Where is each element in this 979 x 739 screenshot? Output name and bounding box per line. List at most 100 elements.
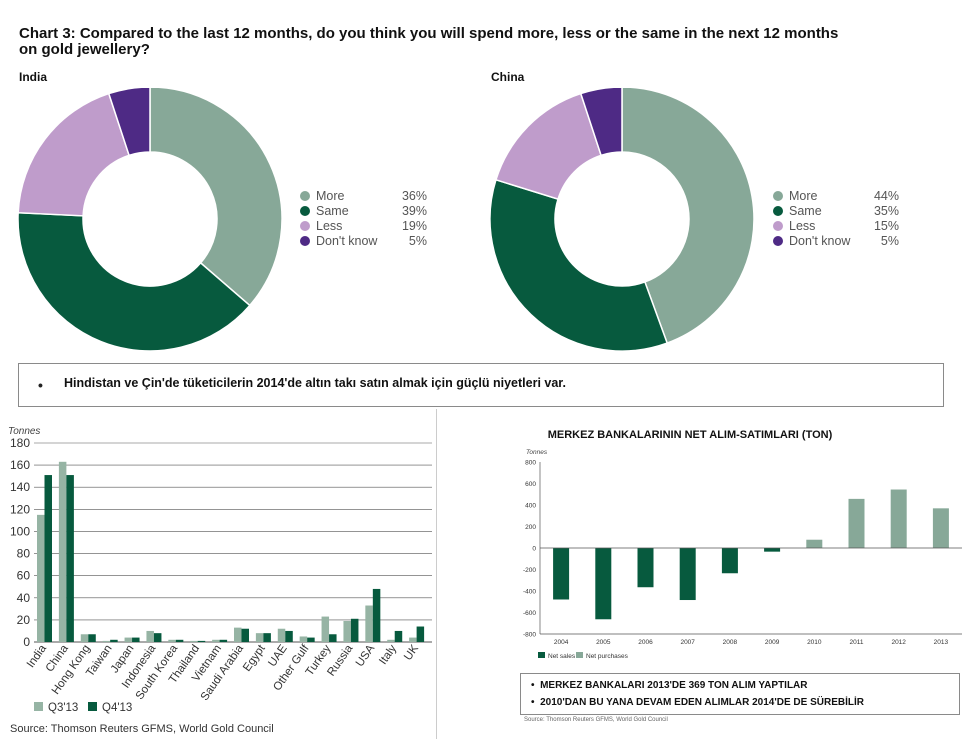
y-tick-label: -600 [523,610,536,617]
china-pie-title: China [491,70,525,84]
cb-bar-2006 [637,548,654,588]
bar-q3 [102,640,111,642]
bar-q3 [212,639,220,642]
x-tick-label: Italy [377,643,399,667]
bar-q3 [255,633,264,642]
y-tick-label: 0 [532,546,536,553]
legend-swatch [773,221,783,231]
note-bullet: • [38,377,43,393]
cb-bar-2008 [721,548,738,574]
bar-q4 [285,630,293,642]
jewellery-demand-bar-chart: Tonnes020406080100120140160180IndiaChina… [8,426,432,714]
cb-note-line1: • MERKEZ BANKALARI 2013'DE 369 TON ALIM … [531,680,808,691]
cb-source: Source: Thomson Reuters GFMS, World Gold… [524,717,668,723]
cb-chart-title: MERKEZ BANKALARININ NET ALIM-SATIMLARI (… [547,429,833,441]
bar-q4 [394,630,403,642]
china-legend-same: Same 35% [773,204,899,219]
pie-slice-dontknow [579,88,623,157]
pie-charts-svg [17,88,755,352]
x-tick-label: 2011 [850,639,864,646]
y-axis-label: Tonnes [526,449,548,456]
legend-label: Net purchases [586,653,629,660]
left-panel [0,409,437,739]
legend-swatch [576,652,583,658]
china-legend-more: More 44% [773,189,899,204]
bar-q4 [132,637,140,642]
summary-note-box: • Hindistan ve Çin'de tüketicilerin 2014… [18,363,944,407]
x-tick-label: USA [354,643,378,670]
bar-q4 [153,633,162,642]
bar-q4 [66,475,74,642]
y-tick-label: 600 [525,481,536,488]
bar-q4 [416,626,425,642]
india-legend-same: Same 39% [300,204,427,219]
legend-label: Q3'13 [48,702,78,714]
legend-swatch [88,702,97,711]
x-tick-label: 2010 [807,639,822,646]
legend-label: Q4'13 [102,702,132,714]
chart-title-line1: Chart 3: Compared to the last 12 months,… [19,25,839,42]
india-legend-more: More 36% [300,189,427,204]
y-tick-label: 160 [10,458,30,472]
bar-q3 [58,461,67,642]
bar-q3 [299,636,308,642]
bar-q4 [110,639,118,642]
bar-q4 [329,634,337,642]
x-tick-label: 2004 [554,639,569,646]
pie-slice-same [489,178,669,352]
bar-q3 [80,634,89,642]
cb-bar-2010 [806,539,823,548]
y-tick-label: 60 [17,569,31,583]
y-axis-label: Tonnes [8,426,40,437]
china-legend-dontknow: Don't know 5% [773,234,899,249]
y-tick-label: 80 [17,547,31,561]
india-donut-chart [17,88,283,352]
bar-q3 [387,639,395,642]
chart-title: Chart 3: Compared to the last 12 months,… [19,26,899,58]
pie-slice-same [17,211,251,352]
pie-slice-more [621,88,755,345]
x-tick-label: 2007 [680,639,695,646]
bar-q3 [168,639,176,642]
cb-bar-2009 [764,548,781,552]
bar-q4 [372,588,381,642]
legend-swatch [300,191,310,201]
legend-swatch [773,206,783,216]
y-tick-label: -800 [523,632,536,639]
legend-swatch [538,652,545,658]
y-tick-label: 180 [10,436,30,450]
legend-swatch [34,702,43,711]
china-legend-less: Less 15% [773,219,899,234]
cb-bar-2011 [848,498,865,548]
india-legend: More 36% Same 39% Less 19% Don't know 5% [300,189,427,251]
bar-q3 [321,616,330,642]
note-text: Hindistan ve Çin'de tüketicilerin 2014'd… [64,376,566,390]
x-tick-label: 2008 [723,639,738,646]
y-tick-label: 20 [17,613,31,627]
legend-label: Net sales [548,653,576,660]
cb-bar-2005 [595,548,612,620]
pie-slice-more [149,88,283,307]
bar-q4 [44,475,52,642]
x-tick-label: 2009 [765,639,780,646]
x-tick-label: UK [402,643,421,663]
bar-q3 [277,628,286,642]
y-tick-label: 100 [10,524,30,538]
chart-title-line2: on gold jewellery? [19,41,150,58]
bar-q3 [343,620,351,642]
y-tick-label: -400 [523,589,536,596]
demand-source: Source: Thomson Reuters GFMS, World Gold… [10,723,274,735]
x-tick-label: 2012 [891,639,906,646]
y-tick-label: 40 [17,591,31,605]
india-legend-dontknow: Don't know 5% [300,234,427,249]
cb-bar-2012 [890,489,907,548]
cb-bar-2004 [553,548,570,600]
bar-q3 [365,605,373,642]
china-legend: More 44% Same 35% Less 15% Don't know 5% [773,189,899,251]
bar-q4 [88,634,96,642]
pie-slice-less [17,92,131,217]
y-tick-label: 400 [525,503,536,510]
legend-swatch [773,236,783,246]
legend-swatch [300,221,310,231]
bar-q4 [241,628,249,642]
